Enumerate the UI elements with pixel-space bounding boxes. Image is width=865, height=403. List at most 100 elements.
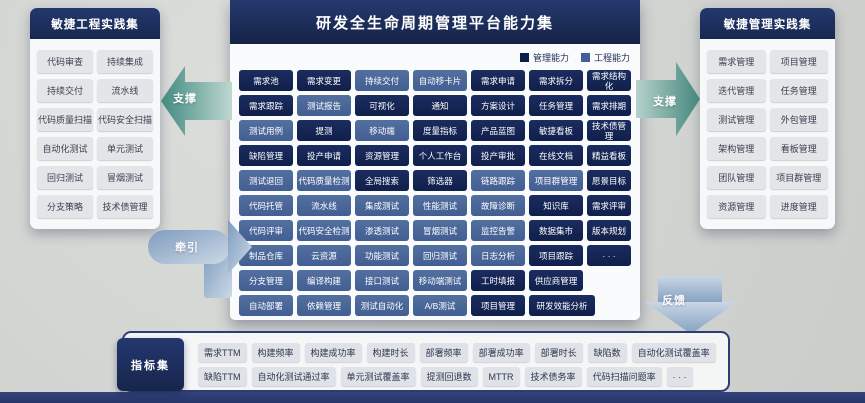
platform-panel: 研发全生命周期管理平台能力集 管理能力 工程能力 需求池 需求变更 持续交付 自动移卡…	[230, 0, 640, 320]
management-swatch	[519, 53, 529, 62]
arrow-label-support-left: 支撑	[173, 93, 197, 105]
metric-chip: · · ·	[666, 367, 693, 386]
arrow-label-pull: 牵引	[175, 242, 199, 254]
practice-chip: 冒烟测试	[97, 166, 153, 189]
panel-title: 敏捷管理实践集	[700, 8, 835, 39]
capability-cell: 投产审批	[471, 145, 525, 166]
capability-cell: 移动端	[355, 120, 409, 141]
metric-chip: 构建成功率	[304, 343, 362, 362]
capability-cell: 测试用例	[239, 120, 293, 141]
practice-chip: 单元测试	[97, 137, 153, 160]
capability-cell: 研发效能分析	[529, 295, 595, 316]
practice-chip: 测试管理	[707, 108, 766, 131]
practice-chip: 外包管理	[769, 108, 828, 131]
capability-cell: 筛选器	[413, 170, 467, 191]
practice-chip: 代码质量扫描	[37, 108, 93, 131]
legend: 管理能力 工程能力	[519, 51, 630, 64]
capability-cell: 代码评审	[239, 220, 293, 241]
support-arrow-right-icon	[636, 62, 700, 136]
grid-row: 测试退回 代码质量检测 全局搜索 筛选器 链路跟踪 项目群管理 愿景目标	[239, 170, 631, 191]
capability-cell: 度量指标	[413, 120, 467, 141]
legend-label: 管理能力	[532, 53, 569, 63]
metric-chip: 自动化测试通过率	[251, 367, 336, 386]
capability-cell: 编译构建	[297, 270, 351, 291]
capability-cell: 分支管理	[239, 270, 293, 291]
feedback-arrow-icon	[645, 276, 737, 334]
practice-chip-list: 需求管理 项目管理 迭代管理 任务管理 测试管理 外包管理 架构管理 看板管理 团队管理 项目群管…	[700, 39, 835, 229]
capability-cell: 敏捷看板	[529, 120, 583, 141]
capability-cell: 自动部署	[239, 295, 293, 316]
grid-row: 制品仓库 云资源 功能测试 回归测试 日志分析 项目跟踪 · · ·	[239, 245, 631, 266]
capability-cell: 流水线	[297, 195, 351, 216]
capability-cell: 渗透测试	[355, 220, 409, 241]
capability-cell: 产品蓝图	[471, 120, 525, 141]
practice-chip: 回归测试	[37, 166, 93, 189]
metric-chip: 构建频率	[251, 343, 300, 362]
practice-chip: 持续交付	[37, 79, 93, 102]
capability-cell: 自动移卡片	[413, 70, 467, 91]
capability-cell: 技术债管理	[587, 120, 631, 141]
practice-chip: 持续集成	[97, 50, 153, 73]
legend-item-engineering: 工程能力	[580, 51, 630, 64]
practice-chip: 团队管理	[707, 166, 766, 189]
arrow-label-support-right: 支撑	[653, 96, 677, 108]
pull-arrow-icon	[148, 220, 252, 298]
metric-row: 缺陷TTM 自动化测试通过率 单元测试覆盖率 提测回退数 MTTR 技术债务率 代码扫描问题…	[198, 367, 693, 386]
capability-cell: 移动端测试	[413, 270, 467, 291]
capability-cell: 知识库	[529, 195, 583, 216]
capability-cell: 接口测试	[355, 270, 409, 291]
agile-engineering-practices-panel: 敏捷工程实践集 代码审查 持续集成 持续交付 流水线 代码质量扫描 代码安全扫描 自动化测试…	[30, 8, 160, 229]
capability-cell: 需求跟踪	[239, 95, 293, 116]
practice-chip: 架构管理	[707, 137, 766, 160]
capability-cell: A/B测试	[413, 295, 467, 316]
metric-row: 需求TTM 构建频率 构建成功率 构建时长 部署频率 部署成功率 部署时长 缺陷数 自动化测试覆…	[198, 343, 716, 362]
metric-chip: 需求TTM	[198, 343, 247, 362]
capability-cell: 代码安全检测	[297, 220, 351, 241]
practice-chip: 任务管理	[769, 79, 828, 102]
capability-cell: 代码托管	[239, 195, 293, 216]
capability-cell: 需求申请	[471, 70, 525, 91]
capability-cell: 工时填报	[471, 270, 525, 291]
capability-cell: 依赖管理	[297, 295, 351, 316]
panel-title: 敏捷工程实践集	[30, 8, 160, 39]
platform-header: 研发全生命周期管理平台能力集	[230, 0, 640, 44]
practice-chip: 自动化测试	[37, 137, 93, 160]
metric-chip: 缺陷数	[587, 343, 627, 362]
metric-chip: 单元测试覆盖率	[340, 367, 416, 386]
capability-cell: 精益看板	[587, 145, 631, 166]
capability-cell: 需求评审	[587, 195, 631, 216]
metric-chip: 部署时长	[534, 343, 583, 362]
grid-row: 代码托管 流水线 集成测试 性能测试 故障诊断 知识库 需求评审	[239, 195, 631, 216]
practice-chip: 需求管理	[707, 50, 766, 73]
legend-item-management: 管理能力	[519, 51, 569, 64]
practice-chip: 代码审查	[37, 50, 93, 73]
grid-row: 分支管理 编译构建 接口测试 移动端测试 工时填报 供应商管理	[239, 270, 631, 291]
agile-management-practices-panel: 敏捷管理实践集 需求管理 项目管理 迭代管理 任务管理 测试管理 外包管理 架构管理 看板管理…	[700, 8, 835, 229]
capability-cell: 个人工作台	[413, 145, 467, 166]
capability-cell: 可视化	[355, 95, 409, 116]
grid-row: 需求跟踪 测试报告 可视化 通知 方案设计 任务管理 需求排期	[239, 95, 631, 116]
capability-cell: 投产申请	[297, 145, 351, 166]
bottom-bar	[0, 392, 865, 403]
platform-title: 研发全生命周期管理平台能力集	[315, 15, 554, 32]
capability-cell: 项目管理	[471, 295, 525, 316]
practice-chip: 项目群管理	[769, 166, 828, 189]
capability-cell: 功能测试	[355, 245, 409, 266]
capability-cell: 故障诊断	[471, 195, 525, 216]
grid-row: 需求池 需求变更 持续交付 自动移卡片 需求申请 需求拆分 需求结构化	[239, 70, 631, 91]
capability-cell: 项目跟踪	[529, 245, 583, 266]
capability-cell: 测试自动化	[355, 295, 409, 316]
metric-chip: 自动化测试覆盖率	[631, 343, 716, 362]
capability-cell: 供应商管理	[529, 270, 583, 291]
practice-chip: 资源管理	[707, 195, 766, 218]
grid-row: 自动部署 依赖管理 测试自动化 A/B测试 项目管理 研发效能分析	[239, 295, 631, 316]
capability-cell: 日志分析	[471, 245, 525, 266]
capability-cell: 版本规划	[587, 220, 631, 241]
practice-chip-list: 代码审查 持续集成 持续交付 流水线 代码质量扫描 代码安全扫描 自动化测试 单元测试 回归测试…	[30, 39, 160, 229]
practice-chip: 看板管理	[769, 137, 828, 160]
metrics-title-box: 指标集	[117, 338, 184, 391]
capability-cell: 在线文档	[529, 145, 583, 166]
practice-chip: 代码安全扫描	[97, 108, 153, 131]
capability-cell: 集成测试	[355, 195, 409, 216]
